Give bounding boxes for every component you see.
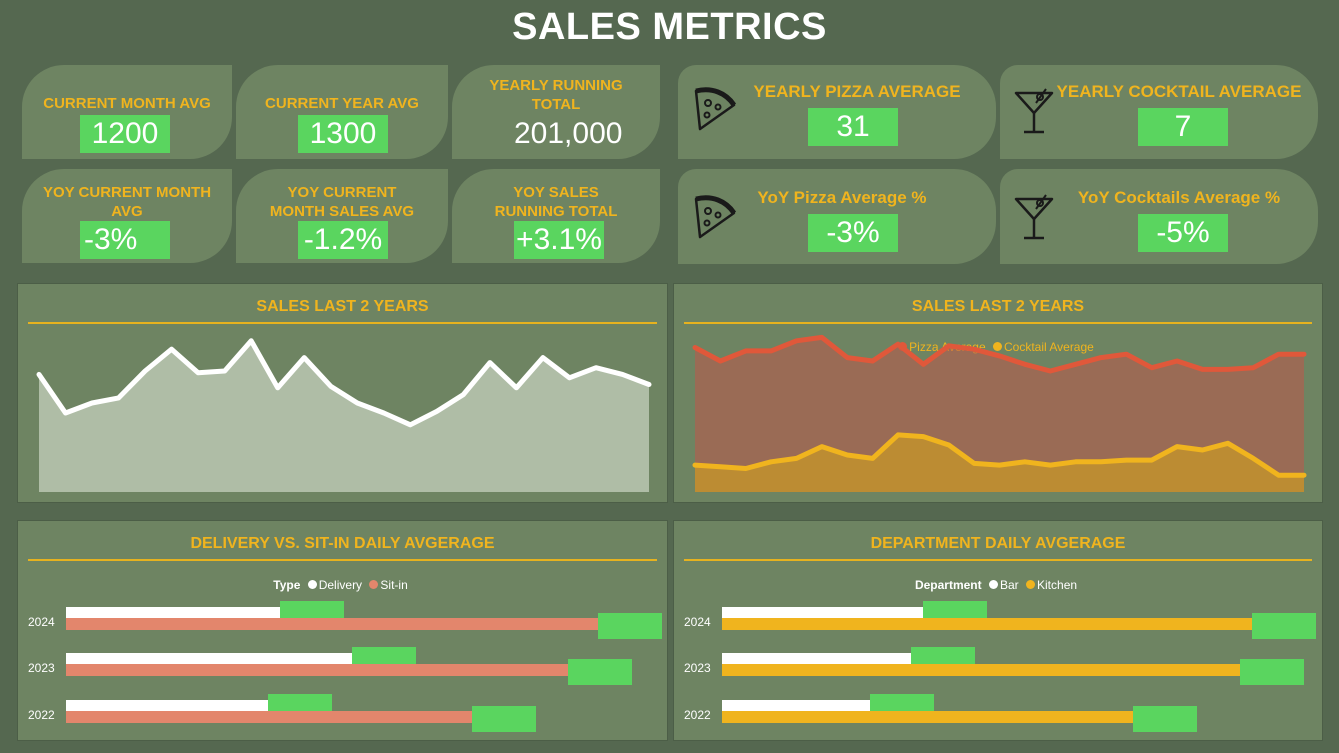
data-label [568,659,632,685]
pizza-cocktail-chart-panel: SALES LAST 2 YEARS Pizza Average Cocktai… [673,283,1323,503]
kpi-label: YOY CURRENT MONTH AVG [42,184,212,220]
cocktail-icon [1014,88,1054,134]
bar-kitchen [722,711,1135,723]
series-area-1 [695,434,1304,492]
legend-dot-sitin [369,580,379,590]
y-tick-label: 2024 [684,615,711,629]
kpi-label: CURRENT YEAR AVG [265,95,419,112]
kpi-label: YEARLY COCKTAIL AVERAGE [1056,82,1302,101]
kpi-label: YEARLY RUNNING TOTAL [489,77,623,113]
kpi-yearly-running-total: YEARLY RUNNING TOTAL 201,000 [452,65,660,159]
pizza-icon [694,87,737,131]
bar-delivery [66,653,354,665]
kpi-value: +3.1% [514,221,604,259]
kpi-label: YEARLY PIZZA AVERAGE [753,82,961,101]
bar-delivery [66,700,270,712]
bar-kitchen [722,664,1243,676]
kpi-label: YoY Pizza Average % [757,188,927,207]
series-line-0 [36,338,652,428]
kpi-value: 1300 [298,115,388,153]
chart-title: DEPARTMENT DAILY AVGERAGE [870,535,1126,552]
data-label [1240,659,1305,685]
sales-area-chart [36,338,652,492]
bar-sit-in [66,618,600,630]
bar-bar [722,607,926,619]
kpi-label: CURRENT MONTH AVG [43,95,211,112]
title-divider [28,322,657,324]
kpi-value: -3% [808,214,898,252]
sales-chart-panel: SALES LAST 2 YEARS [17,283,668,503]
kpi-yoy-current-month-sales-avg: YOY CURRENT MONTH SALES AVG -1.2% [236,169,448,263]
legend-label-delivery: Delivery [318,578,363,592]
chart-legend: Department Bar Kitchen [674,578,1322,592]
legend-dot-kitchen [1026,580,1036,590]
delivery-sitin-chart-panel: DELIVERY VS. SIT-IN DAILY AVGERAGE Type … [17,520,668,741]
legend-dot-bar [988,580,998,590]
bar-kitchen [722,618,1255,630]
kpi-yearly-pizza-average: YEARLY PIZZA AVERAGE 31 [678,65,996,159]
data-label [1252,613,1317,639]
kpi-yoy-pizza-average: YoY Pizza Average % -3% [678,169,996,264]
legend-dot-delivery [307,580,317,590]
chart-legend: Type Delivery Sit-in [18,578,667,592]
cocktail-icon [1014,194,1054,240]
kpi-label: YOY CURRENT MONTH SALES AVG [269,184,415,220]
chart-title: DELIVERY VS. SIT-IN DAILY AVGERAGE [190,535,495,552]
kpi-value: -1.2% [298,221,388,259]
kpi-yoy-cocktails-average: YoY Cocktails Average % -5% [1000,169,1318,264]
legend-title: Type [273,578,301,592]
bar-sit-in [66,711,474,723]
department-chart-panel: DEPARTMENT DAILY AVGERAGE Department Bar… [673,520,1323,741]
kpi-value: 1200 [80,115,170,153]
title-divider [684,559,1312,561]
bar-bar [722,700,872,712]
legend-dot-cocktail [993,342,1002,352]
y-tick-label: 2023 [684,661,711,675]
kpi-value: 7 [1138,108,1228,146]
bar-sit-in [66,664,570,676]
bar-delivery [66,607,282,619]
kpi-value: -3% [80,221,170,259]
legend-title: Department [914,578,982,592]
chart-title: SALES LAST 2 YEARS [911,298,1085,315]
kpi-label: YOY SALES RUNNING TOTAL [494,184,618,220]
y-tick-label: 2022 [684,708,711,722]
pizza-icon [694,195,737,239]
kpi-value: 201,000 [514,115,622,153]
title-divider [684,322,1312,324]
legend-label-kitchen: Kitchen [1037,578,1078,592]
bar-bar [722,653,914,665]
pizza-cocktail-area-chart [692,334,1307,492]
data-label [1132,706,1197,732]
page-title: SALES METRICS [512,6,827,48]
data-label [598,613,662,639]
chart-title: SALES LAST 2 YEARS [256,298,429,315]
y-tick-label: 2022 [28,708,55,722]
kpi-yoy-current-month-avg: YOY CURRENT MONTH AVG -3% [22,169,232,263]
kpi-label: YoY Cocktails Average % [1077,188,1281,207]
kpi-yearly-cocktail-average: YEARLY COCKTAIL AVERAGE 7 [1000,65,1318,159]
legend-label-cocktail: Cocktail Average [1004,340,1094,354]
data-label [472,706,536,732]
legend-label-sitin: Sit-in [380,578,408,592]
y-tick-label: 2024 [28,615,55,629]
title-divider [28,559,657,561]
kpi-current-year-avg: CURRENT YEAR AVG 1300 [236,65,448,159]
legend-label-bar: Bar [999,578,1019,592]
kpi-value: 31 [808,108,898,146]
kpi-current-month-avg: CURRENT MONTH AVG 1200 [22,65,232,159]
kpi-yoy-sales-running-total: YOY SALES RUNNING TOTAL +3.1% [452,169,660,263]
series-area-0 [39,340,649,492]
y-tick-label: 2023 [28,661,55,675]
kpi-value: -5% [1138,214,1228,252]
